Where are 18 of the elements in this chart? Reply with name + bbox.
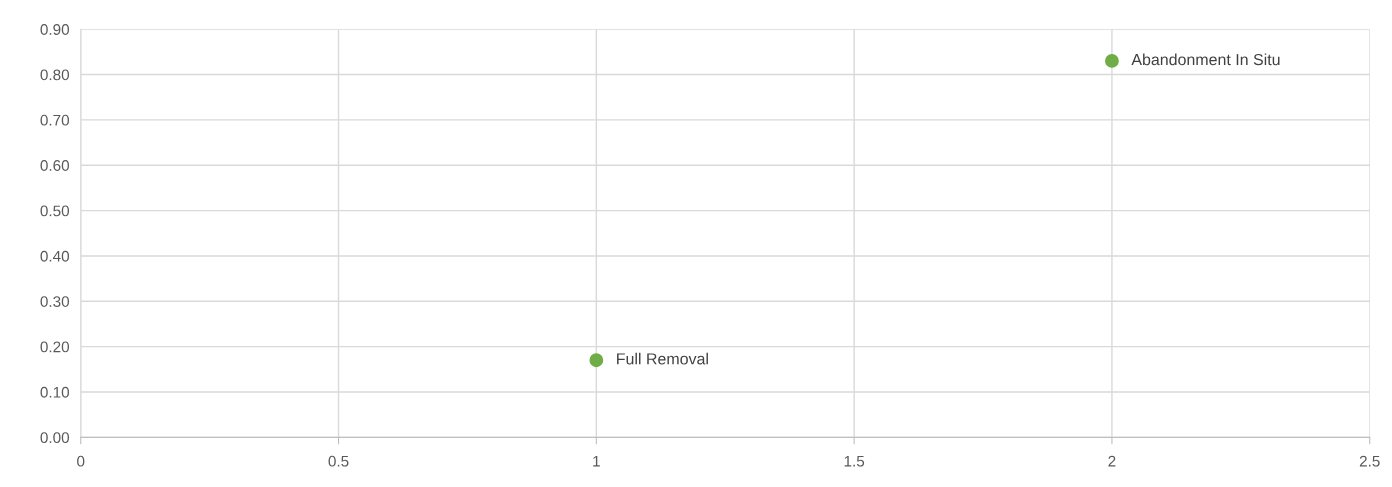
x-tick-label: 0.5 <box>328 455 349 467</box>
x-tick-label: 0 <box>77 455 85 467</box>
y-tick-label: 0.80 <box>40 69 70 81</box>
y-tick-label: 0.30 <box>40 296 70 307</box>
x-tick-label: 2.5 <box>1359 455 1380 467</box>
y-tick-label: 0.20 <box>40 341 70 353</box>
y-tick-label: 0.00 <box>40 432 70 444</box>
annotation: Full Removal <box>617 352 708 365</box>
y-tick-label: 0.50 <box>40 205 70 217</box>
y-tick-label: 0.40 <box>40 250 70 262</box>
y-tick-label: 0.90 <box>40 24 70 35</box>
x-tick-label: 2 <box>1108 455 1116 467</box>
x-tick-label: 1 <box>593 455 600 467</box>
y-tick-label: 0.70 <box>40 114 70 126</box>
x-tick-label: 1.5 <box>844 455 865 467</box>
y-tick-label: 0.10 <box>40 386 70 398</box>
y-tick-label: 0.60 <box>40 160 70 171</box>
annotation: Abandonment In Situ <box>1131 53 1280 66</box>
